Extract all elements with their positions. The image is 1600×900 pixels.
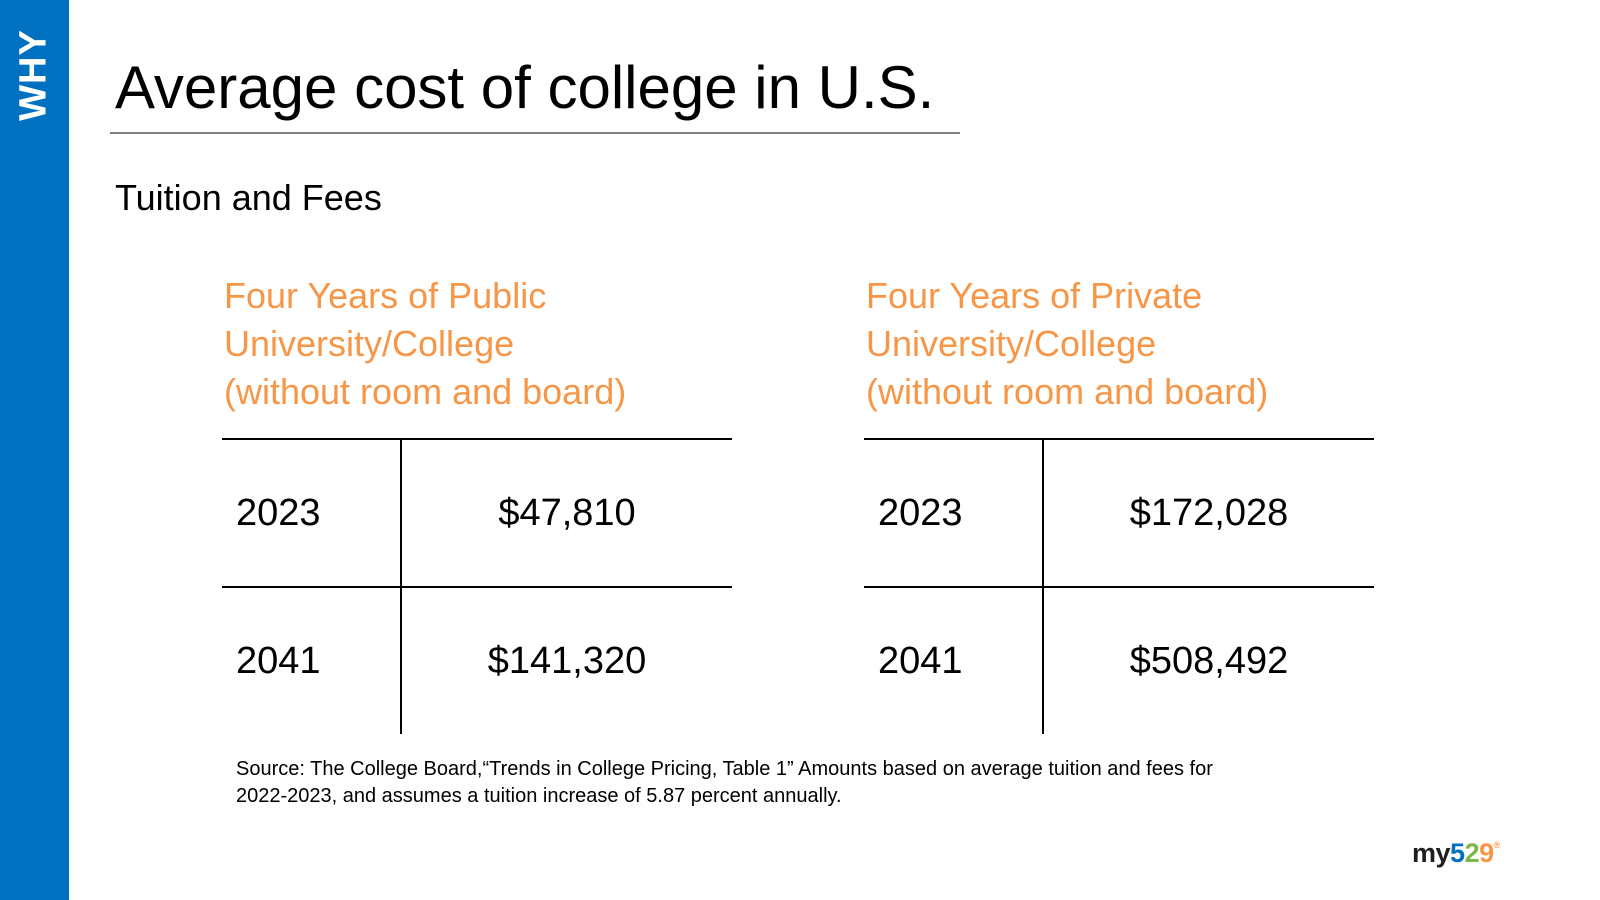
year-cell: 2041 xyxy=(236,639,321,682)
amount-cell: $172,028 xyxy=(1129,491,1289,534)
source-note: Source: The College Board,“Trends in Col… xyxy=(236,756,1356,810)
year-cell: 2023 xyxy=(236,491,321,534)
column-divider xyxy=(1042,438,1044,734)
public-cost-table-block: Four Years of Public University/College … xyxy=(222,272,732,734)
public-heading-line: (without room and board) xyxy=(224,371,627,412)
public-cost-table: 2023 $47,810 2041 $141,320 xyxy=(222,438,732,734)
sidebar-label: WHY xyxy=(12,29,55,121)
amount-cell: $508,492 xyxy=(1129,639,1289,682)
private-heading-line: (without room and board) xyxy=(866,371,1269,412)
table-row: 2041 $508,492 xyxy=(864,586,1374,734)
private-heading-line: University/College xyxy=(866,323,1157,364)
private-table-heading: Four Years of Private University/College… xyxy=(866,272,1374,416)
private-heading-line: Four Years of Private xyxy=(866,275,1203,316)
source-line: 2022-2023, and assumes a tuition increas… xyxy=(236,785,842,807)
title-divider xyxy=(110,132,960,134)
my529-logo: my529® xyxy=(1412,838,1500,869)
table-row: 2041 $141,320 xyxy=(222,586,732,734)
public-heading-line: University/College xyxy=(224,323,515,364)
private-cost-table-block: Four Years of Private University/College… xyxy=(864,272,1374,734)
logo-digit: 9 xyxy=(1479,838,1494,868)
public-table-heading: Four Years of Public University/College … xyxy=(224,272,732,416)
table-row: 2023 $47,810 xyxy=(222,438,732,586)
sidebar: WHY xyxy=(0,0,69,900)
amount-cell: $47,810 xyxy=(498,491,636,534)
public-heading-line: Four Years of Public xyxy=(224,275,547,316)
slide-title: Average cost of college in U.S. xyxy=(115,54,935,121)
slide-subtitle: Tuition and Fees xyxy=(115,177,382,218)
column-divider xyxy=(400,438,402,734)
source-line: Source: The College Board,“Trends in Col… xyxy=(236,758,1213,780)
table-row: 2023 $172,028 xyxy=(864,438,1374,586)
amount-cell: $141,320 xyxy=(487,639,647,682)
registered-mark: ® xyxy=(1493,840,1501,850)
year-cell: 2041 xyxy=(878,639,963,682)
logo-prefix: my xyxy=(1412,838,1451,868)
year-cell: 2023 xyxy=(878,491,963,534)
logo-digit: 5 xyxy=(1450,838,1465,868)
logo-digit: 2 xyxy=(1464,838,1480,868)
private-cost-table: 2023 $172,028 2041 $508,492 xyxy=(864,438,1374,734)
